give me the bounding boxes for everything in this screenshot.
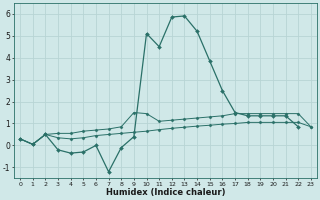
X-axis label: Humidex (Indice chaleur): Humidex (Indice chaleur): [106, 188, 225, 197]
